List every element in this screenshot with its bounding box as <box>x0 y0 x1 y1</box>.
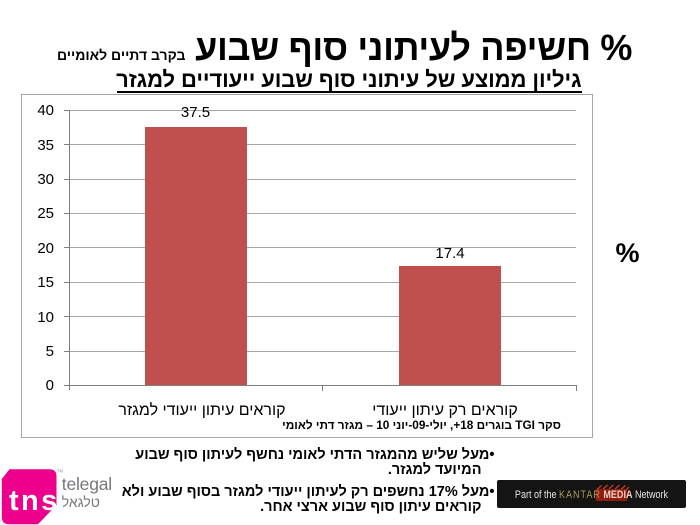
svg-text:TM: TM <box>57 469 64 474</box>
svg-text:tns: tns <box>9 485 60 517</box>
